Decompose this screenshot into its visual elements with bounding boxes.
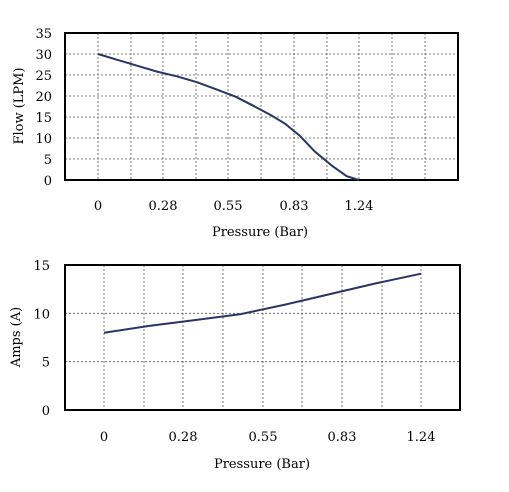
y-tick-label: 25 <box>35 69 52 84</box>
flow-chart-frame <box>64 32 459 181</box>
y-tick-label: 5 <box>44 153 52 168</box>
x-tick-label: 1.24 <box>407 430 436 445</box>
flow-curve <box>97 53 360 181</box>
x-tick-label: 0.83 <box>280 199 309 214</box>
y-tick-label: 0 <box>44 174 52 189</box>
y-tick-label: 5 <box>42 356 50 371</box>
y-tick-label: 30 <box>35 48 52 63</box>
flow-chart-x-ticks: 0 0.28 0.55 0.83 1.24 <box>94 199 374 214</box>
y-tick-label: 10 <box>33 307 50 322</box>
flow-chart-y-ticks: 0 5 10 15 20 25 30 35 <box>35 27 52 189</box>
amps-curve <box>103 272 422 334</box>
x-tick-label: 0 <box>100 430 108 445</box>
flow-chart-x-label: Pressure (Bar) <box>212 225 308 240</box>
x-tick-label: 1.24 <box>345 199 374 214</box>
x-tick-label: 0.28 <box>169 430 198 445</box>
y-tick-label: 20 <box>35 90 52 105</box>
y-tick-label: 10 <box>35 132 52 147</box>
x-tick-label: 0.83 <box>328 430 357 445</box>
amps-chart: 0 5 10 15 0 0.28 0.55 0.83 1.24 Amps (A) Pressu… <box>9 259 461 472</box>
x-tick-label: 0 <box>94 199 102 214</box>
amps-chart-x-label: Pressure (Bar) <box>214 457 310 472</box>
y-tick-label: 35 <box>35 27 52 42</box>
amps-chart-y-label: Amps (A) <box>9 307 24 368</box>
amps-chart-y-ticks: 0 5 10 15 <box>33 259 50 419</box>
amps-chart-x-ticks: 0 0.28 0.55 0.83 1.24 <box>100 430 436 445</box>
x-tick-label: 0.55 <box>249 430 278 445</box>
flow-chart-y-label: Flow (LPM) <box>12 67 27 144</box>
amps-chart-frame <box>64 264 461 411</box>
y-tick-label: 0 <box>42 404 50 419</box>
y-tick-label: 15 <box>33 259 50 274</box>
flow-chart-grid <box>65 33 458 180</box>
amps-chart-grid <box>65 265 460 410</box>
y-tick-label: 15 <box>35 111 52 126</box>
x-tick-label: 0.55 <box>214 199 243 214</box>
x-tick-label: 0.28 <box>149 199 178 214</box>
flow-chart: 0 5 10 15 20 25 30 35 0 0.28 0.55 0.83 1.24 Flow (L… <box>12 27 459 240</box>
